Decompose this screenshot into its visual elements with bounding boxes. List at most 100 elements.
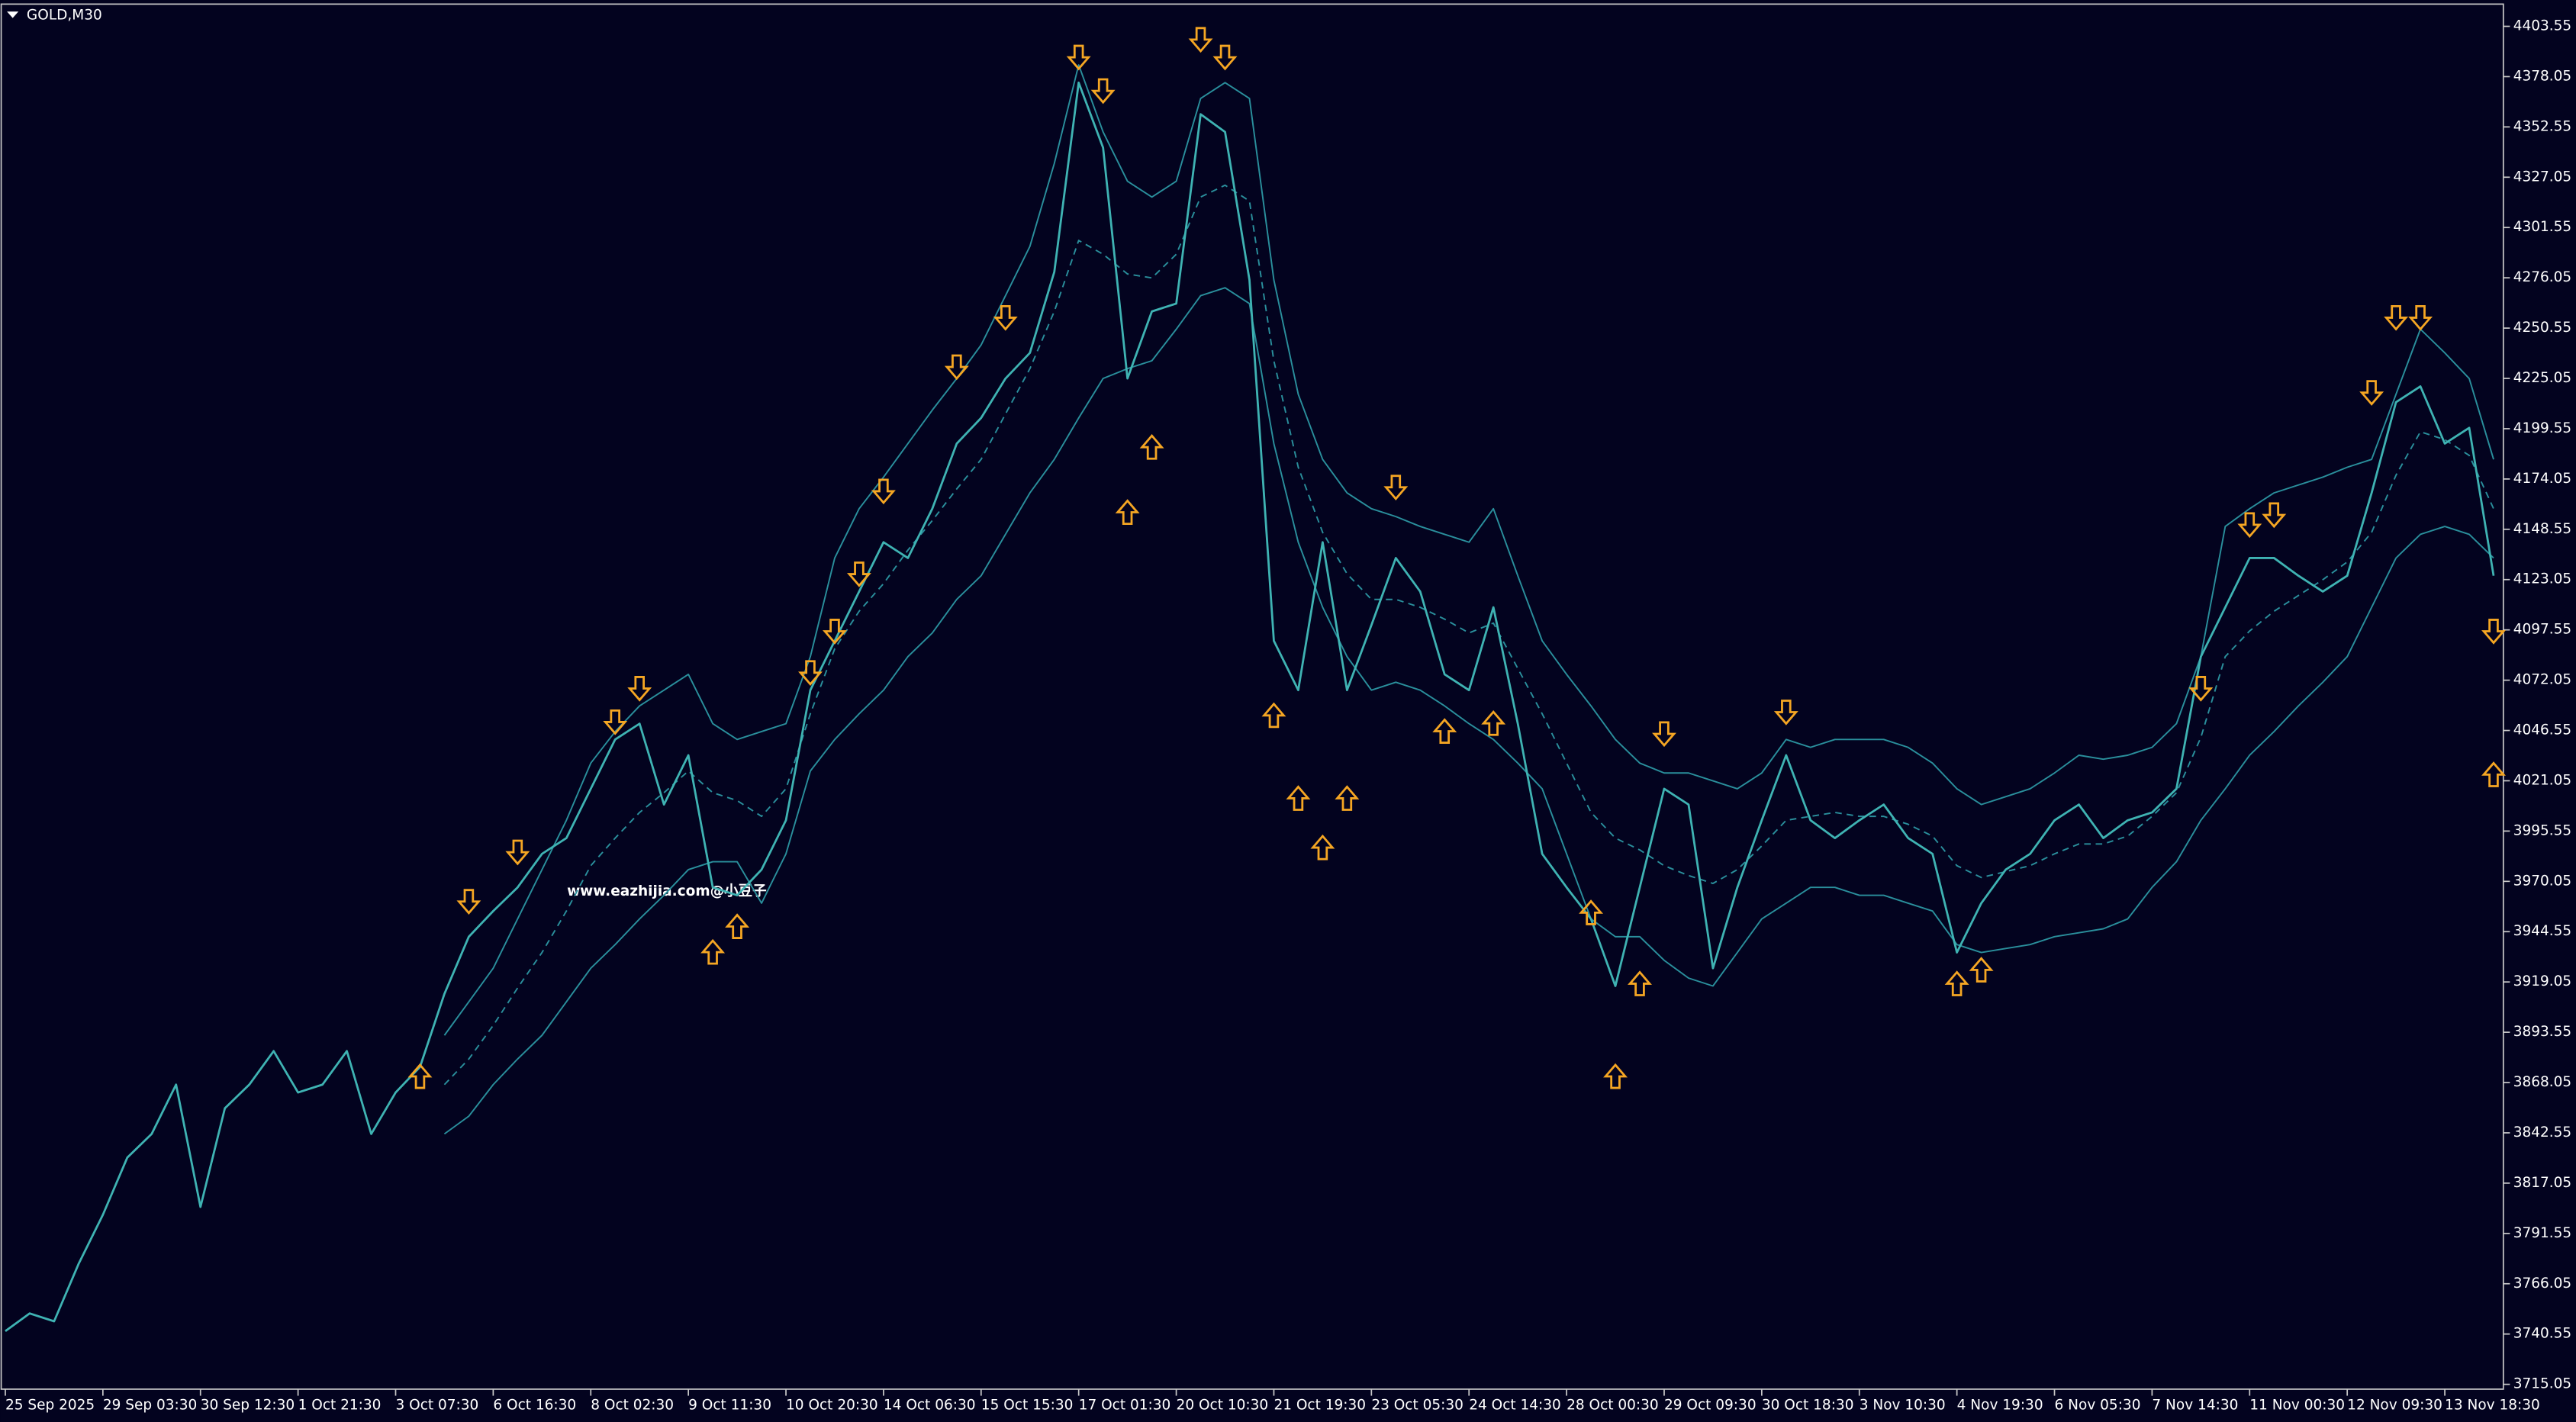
y-tick-label: 3791.55 [2513, 1225, 2572, 1241]
up-arrow [1261, 702, 1286, 729]
down-arrow [1383, 475, 1409, 501]
x-tick-label: 4 Nov 19:30 [1957, 1397, 2043, 1413]
y-tick-label: 3995.55 [2513, 822, 2572, 838]
x-tick-label: 17 Oct 01:30 [1079, 1397, 1171, 1413]
y-tick-label: 4021.05 [2513, 772, 2572, 788]
x-tick-label: 3 Nov 10:30 [1860, 1397, 1946, 1413]
x-tick-label: 29 Oct 09:30 [1664, 1397, 1757, 1413]
up-arrow [1603, 1063, 1628, 1089]
y-tick-label: 4276.05 [2513, 269, 2572, 285]
down-arrow [505, 839, 530, 866]
x-tick-label: 23 Oct 05:30 [1371, 1397, 1463, 1413]
x-tick-label: 29 Sep 03:30 [103, 1397, 197, 1413]
y-tick-label: 4225.05 [2513, 370, 2572, 386]
down-arrow [993, 304, 1018, 331]
down-arrow [1773, 700, 1798, 725]
x-tick-label: 6 Nov 05:30 [2055, 1397, 2141, 1413]
chart-title: GOLD,M30 [27, 7, 102, 23]
y-tick-label: 4250.55 [2513, 320, 2572, 336]
down-arrow [603, 709, 628, 735]
up-arrow [1335, 785, 1360, 811]
y-tick-label: 3868.05 [2513, 1074, 2572, 1090]
down-arrow [2384, 304, 2409, 331]
symbol-menu-icon[interactable] [7, 11, 19, 18]
y-tick-label: 3944.55 [2513, 923, 2572, 939]
x-tick-label: 10 Oct 20:30 [786, 1397, 878, 1413]
y-tick-label: 3893.55 [2513, 1024, 2572, 1040]
y-tick-label: 4199.55 [2513, 420, 2572, 436]
band-line [443, 64, 2494, 1036]
y-tick-label: 3970.05 [2513, 873, 2572, 889]
down-arrow [1212, 44, 1238, 71]
y-tick-label: 4072.05 [2513, 672, 2572, 688]
y-tick-label: 4174.05 [2513, 471, 2572, 487]
down-arrow [2408, 304, 2433, 331]
up-arrow [1969, 957, 1994, 983]
up-arrow [725, 913, 750, 939]
x-tick-label: 30 Sep 12:30 [201, 1397, 295, 1413]
up-arrow [1115, 499, 1140, 525]
y-tick-label: 4301.55 [2513, 219, 2572, 235]
down-arrow [1652, 721, 1676, 748]
x-tick-label: 3 Oct 07:30 [395, 1397, 478, 1413]
x-tick-label: 8 Oct 02:30 [591, 1397, 674, 1413]
x-tick-label: 7 Nov 14:30 [2152, 1397, 2238, 1413]
x-tick-label: 13 Nov 18:30 [2445, 1397, 2540, 1413]
down-arrow [456, 889, 481, 915]
y-tick-label: 3715.05 [2513, 1376, 2572, 1392]
y-tick-label: 4148.55 [2513, 521, 2572, 537]
y-tick-label: 4378.05 [2513, 68, 2572, 84]
y-tick-label: 3919.05 [2513, 973, 2572, 989]
down-arrow [1188, 27, 1213, 53]
y-tick-label: 3766.05 [2513, 1276, 2572, 1292]
down-arrow [823, 619, 847, 645]
down-arrow [2262, 502, 2287, 529]
y-tick-label: 4123.05 [2513, 571, 2572, 587]
up-arrow [1628, 970, 1652, 996]
up-arrow [1432, 718, 1457, 744]
x-tick-label: 30 Oct 18:30 [1762, 1397, 1854, 1413]
x-tick-label: 15 Oct 15:30 [981, 1397, 1074, 1413]
x-tick-label: 1 Oct 21:30 [298, 1397, 382, 1413]
down-arrow [2237, 512, 2262, 539]
y-tick-label: 4046.55 [2513, 722, 2572, 738]
x-tick-label: 9 Oct 11:30 [688, 1397, 771, 1413]
down-arrow [2481, 619, 2506, 645]
x-tick-label: 6 Oct 16:30 [493, 1397, 576, 1413]
down-arrow [1090, 78, 1116, 105]
up-arrow [1944, 970, 1969, 996]
up-arrow [2481, 761, 2506, 787]
plot-frame [0, 3, 2504, 1390]
band-line [443, 287, 2494, 1135]
down-arrow [2359, 380, 2384, 406]
up-arrow [1139, 433, 1164, 460]
y-tick-label: 3740.55 [2513, 1326, 2572, 1342]
down-arrow [2188, 676, 2214, 702]
x-tick-label: 12 Nov 09:30 [2347, 1397, 2442, 1413]
x-tick-label: 24 Oct 14:30 [1469, 1397, 1561, 1413]
up-arrow [1481, 709, 1506, 736]
y-tick-label: 4327.05 [2513, 169, 2572, 185]
price-line [5, 81, 2495, 1333]
x-tick-label: 20 Oct 10:30 [1177, 1397, 1269, 1413]
down-arrow [871, 478, 896, 505]
x-tick-label: 14 Oct 06:30 [884, 1397, 976, 1413]
y-tick-label: 4352.55 [2513, 118, 2572, 134]
y-tick-label: 4403.55 [2513, 18, 2572, 34]
down-arrow [944, 354, 969, 381]
y-tick-label: 4097.55 [2513, 622, 2572, 638]
down-arrow [1066, 44, 1091, 71]
x-tick-label: 25 Sep 2025 [5, 1397, 95, 1413]
y-tick-label: 3842.55 [2513, 1124, 2572, 1140]
up-arrow [407, 1063, 433, 1089]
x-tick-label: 21 Oct 19:30 [1274, 1397, 1366, 1413]
up-arrow [1310, 834, 1335, 861]
up-arrow [1579, 899, 1604, 925]
up-arrow [700, 938, 726, 965]
down-arrow [846, 561, 871, 587]
down-arrow [627, 676, 652, 702]
up-arrow [1286, 785, 1311, 811]
